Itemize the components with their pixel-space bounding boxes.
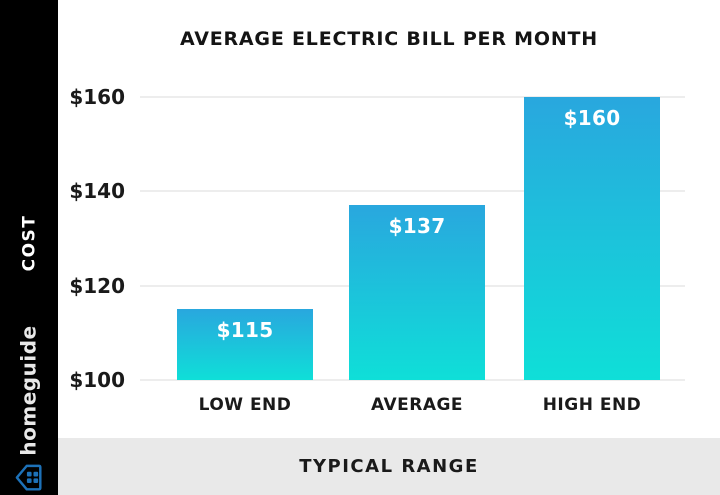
y-tick-label: $140 xyxy=(69,179,125,204)
y-tick-label: $160 xyxy=(69,85,125,109)
cost-axis-title-label: COST xyxy=(19,214,39,272)
bar-average: $137 xyxy=(349,205,485,380)
bar-value-label: $137 xyxy=(388,214,446,239)
y-tick-label: $120 xyxy=(69,273,125,298)
chart-title: AVERAGE ELECTRIC BILL PER MONTH xyxy=(179,28,598,50)
x-category-label: HIGH END xyxy=(542,395,642,415)
homeguide-house-icon xyxy=(16,464,42,491)
gridline xyxy=(140,190,685,193)
brand: homeguide xyxy=(0,323,58,495)
gridline-row: $100 xyxy=(58,368,685,392)
bar-fill: $115 xyxy=(177,309,313,380)
bar-fill: $160 xyxy=(524,97,660,380)
chart-panel: AVERAGE ELECTRIC BILL PER MONTH $160 $14… xyxy=(58,0,720,495)
x-category-label: AVERAGE xyxy=(370,395,464,415)
brand-row: homeguide xyxy=(14,325,44,492)
bar-value-label: $115 xyxy=(216,318,274,343)
x-category-label: LOW END xyxy=(198,395,292,415)
cost-axis-title: COST xyxy=(0,195,58,291)
bar-high-end: $160 xyxy=(524,97,660,380)
bar-fill: $137 xyxy=(349,205,485,380)
bar-chart: $160 $140 $120 $100 $115 xyxy=(58,0,720,495)
footer-band: TYPICAL RANGE xyxy=(58,438,720,495)
footer-label: TYPICAL RANGE xyxy=(299,456,479,477)
y-tick-label: $100 xyxy=(69,368,125,392)
brand-name: homeguide xyxy=(17,325,41,456)
bar-low-end: $115 xyxy=(177,309,313,380)
bar-value-label: $160 xyxy=(563,106,621,130)
gridline-row: $160 xyxy=(58,85,685,109)
gridline-row: $140 xyxy=(58,179,685,203)
gridline xyxy=(140,379,685,381)
gridline xyxy=(140,96,685,98)
sidebar: COST homeguide xyxy=(0,0,58,495)
